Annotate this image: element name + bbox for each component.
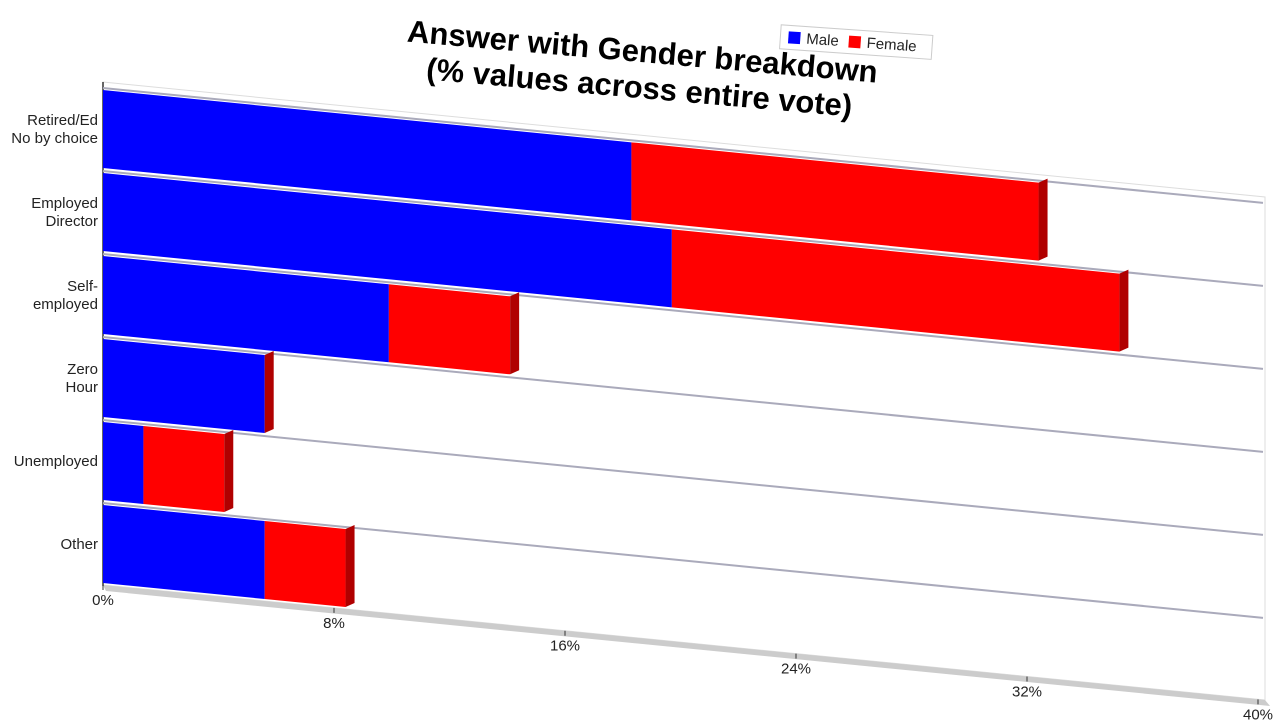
bar [143,426,225,513]
bar [103,173,672,308]
bar [103,422,144,505]
x-tick-label: 24% [781,661,811,678]
bar-side [510,292,520,375]
bar [103,505,265,600]
bar-side [345,525,355,608]
separator [102,253,1264,370]
bar [388,284,511,375]
y-tick-label: Unemployed [14,453,98,470]
separator [102,336,1264,453]
x-tick-label: 0% [92,592,114,609]
x-tick-label: 32% [1012,683,1042,700]
bar [103,90,632,221]
y-tick-label: Employed Director [31,195,98,230]
legend-swatch [787,31,801,45]
legend-label: Female [866,35,917,55]
x-tick-label: 16% [550,638,580,655]
separator [102,502,1264,619]
y-tick-label: Retired/Ed No by choice [11,112,98,147]
bar [103,339,265,434]
bar-side [1038,178,1048,261]
bar [631,142,1039,261]
bar-side [264,351,274,434]
x-tick-label: 40% [1243,706,1273,720]
y-tick-label: Zero Hour [65,361,98,396]
x-tick-label: 8% [323,615,345,632]
bar-side [1119,269,1129,352]
bar [264,521,346,608]
legend: Male Female [779,24,934,60]
bar [671,229,1120,352]
y-tick-label: Other [60,536,98,553]
bar [103,256,389,363]
separator [102,87,1264,204]
y-tick-label: Self-employed [33,278,98,313]
floor [103,585,1270,706]
legend-label: Male [806,31,840,50]
separator [102,170,1264,287]
separator [102,419,1264,536]
bars [102,87,1264,619]
legend-swatch [848,35,862,49]
bar-side [224,430,234,513]
